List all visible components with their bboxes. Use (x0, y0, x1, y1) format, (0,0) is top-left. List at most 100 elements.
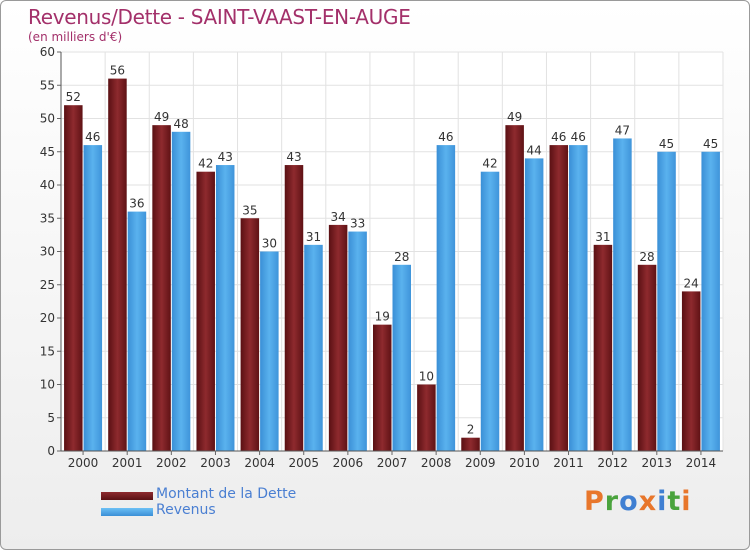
y-tick-label: 20 (40, 311, 55, 325)
data-label: 28 (639, 250, 654, 264)
logo-letter: r (604, 486, 620, 517)
x-tick-label: 2004 (244, 456, 275, 470)
data-label: 43 (286, 150, 301, 164)
data-label: 48 (173, 117, 188, 131)
logo-letter: P (584, 486, 605, 517)
data-label: 36 (129, 197, 144, 211)
data-label: 46 (551, 130, 566, 144)
bar-dette (196, 171, 215, 451)
bar-dette (152, 125, 171, 452)
bar-dette (284, 165, 304, 452)
bar-dette (549, 145, 569, 451)
x-tick-label: 2000 (68, 456, 99, 470)
data-label: 49 (154, 110, 169, 124)
data-label: 49 (507, 110, 522, 124)
data-label: 42 (198, 157, 213, 171)
data-label: 30 (262, 237, 277, 251)
data-label: 31 (595, 230, 610, 244)
y-tick-label: 60 (40, 45, 55, 59)
x-tick-label: 2003 (200, 456, 231, 470)
data-label: 56 (110, 64, 125, 78)
x-tick-label: 2007 (377, 456, 408, 470)
bar-revenus (392, 264, 411, 451)
x-tick-label: 2010 (509, 456, 540, 470)
y-tick-label: 0 (47, 444, 55, 458)
bars (64, 78, 720, 452)
data-label: 46 (438, 130, 453, 144)
bar-revenus (480, 171, 500, 451)
data-label: 10 (419, 370, 434, 384)
y-tick-label: 50 (40, 112, 55, 126)
x-tick-label: 2001 (112, 456, 143, 470)
y-tick-label: 40 (40, 178, 55, 192)
data-label: 34 (330, 210, 345, 224)
grid-lines (60, 51, 724, 452)
bar-dette (417, 384, 436, 451)
bar-dette (461, 437, 480, 451)
legend-swatch-dette (101, 492, 153, 500)
logo-letter: i (657, 486, 668, 517)
bar-dette (505, 125, 524, 452)
bar-revenus (436, 145, 456, 451)
data-label: 2 (467, 423, 475, 437)
x-tick-label: 2008 (421, 456, 452, 470)
bar-revenus (613, 138, 632, 451)
data-label: 42 (482, 157, 497, 171)
logo-letter: o (619, 486, 639, 517)
bar-dette (593, 244, 613, 451)
bar-revenus (569, 145, 588, 451)
bar-dette (373, 324, 392, 451)
data-label: 19 (375, 310, 390, 324)
bar-revenus (171, 131, 191, 452)
logo-letter: i (681, 486, 692, 517)
bar-dette (240, 218, 260, 451)
x-tick-label: 2014 (686, 456, 717, 470)
data-label: 46 (85, 130, 100, 144)
y-tick-label: 30 (40, 245, 55, 259)
x-tick-label: 2012 (597, 456, 628, 470)
y-tick-label: 35 (40, 211, 55, 225)
data-label: 31 (306, 230, 321, 244)
bar-dette (328, 224, 348, 451)
x-tick-label: 2013 (642, 456, 673, 470)
bar-revenus (83, 145, 103, 451)
logo-letter: t (667, 486, 682, 517)
bar-revenus (215, 165, 235, 452)
y-tick-label: 55 (40, 78, 55, 92)
x-tick-label: 2002 (156, 456, 187, 470)
data-label: 28 (394, 250, 409, 264)
proxiti-logo: Proxiti (584, 486, 692, 517)
chart-title: Revenus/Dette - SAINT-VAAST-EN-AUGE (28, 5, 411, 29)
data-label: 44 (527, 143, 542, 157)
legend-swatch-revenus (101, 508, 153, 516)
y-tick-label: 25 (40, 278, 55, 292)
data-label: 24 (684, 276, 699, 290)
x-tick-label: 2011 (553, 456, 584, 470)
data-label: 45 (659, 137, 674, 151)
bar-revenus (127, 211, 147, 451)
legend-label-dette: Montant de la Dette (156, 486, 297, 502)
y-tick-label: 45 (40, 145, 55, 159)
x-tick-label: 2005 (288, 456, 319, 470)
data-label: 47 (615, 123, 630, 137)
bar-revenus (304, 244, 323, 451)
x-tick-label: 2006 (333, 456, 364, 470)
data-label: 35 (242, 203, 257, 217)
data-label: 33 (350, 217, 365, 231)
y-tick-label: 15 (40, 344, 55, 358)
bar-revenus (348, 231, 367, 451)
y-tick-label: 5 (47, 411, 55, 425)
bar-dette (637, 264, 657, 451)
bar-dette (64, 105, 83, 451)
data-label: 46 (571, 130, 586, 144)
bar-revenus (657, 151, 676, 451)
bar-revenus (260, 251, 279, 451)
data-label: 43 (218, 150, 233, 164)
bar-revenus (701, 151, 720, 451)
data-label: 52 (66, 90, 81, 104)
y-tick-label: 10 (40, 378, 55, 392)
legend-label-revenus: Revenus (156, 502, 216, 518)
